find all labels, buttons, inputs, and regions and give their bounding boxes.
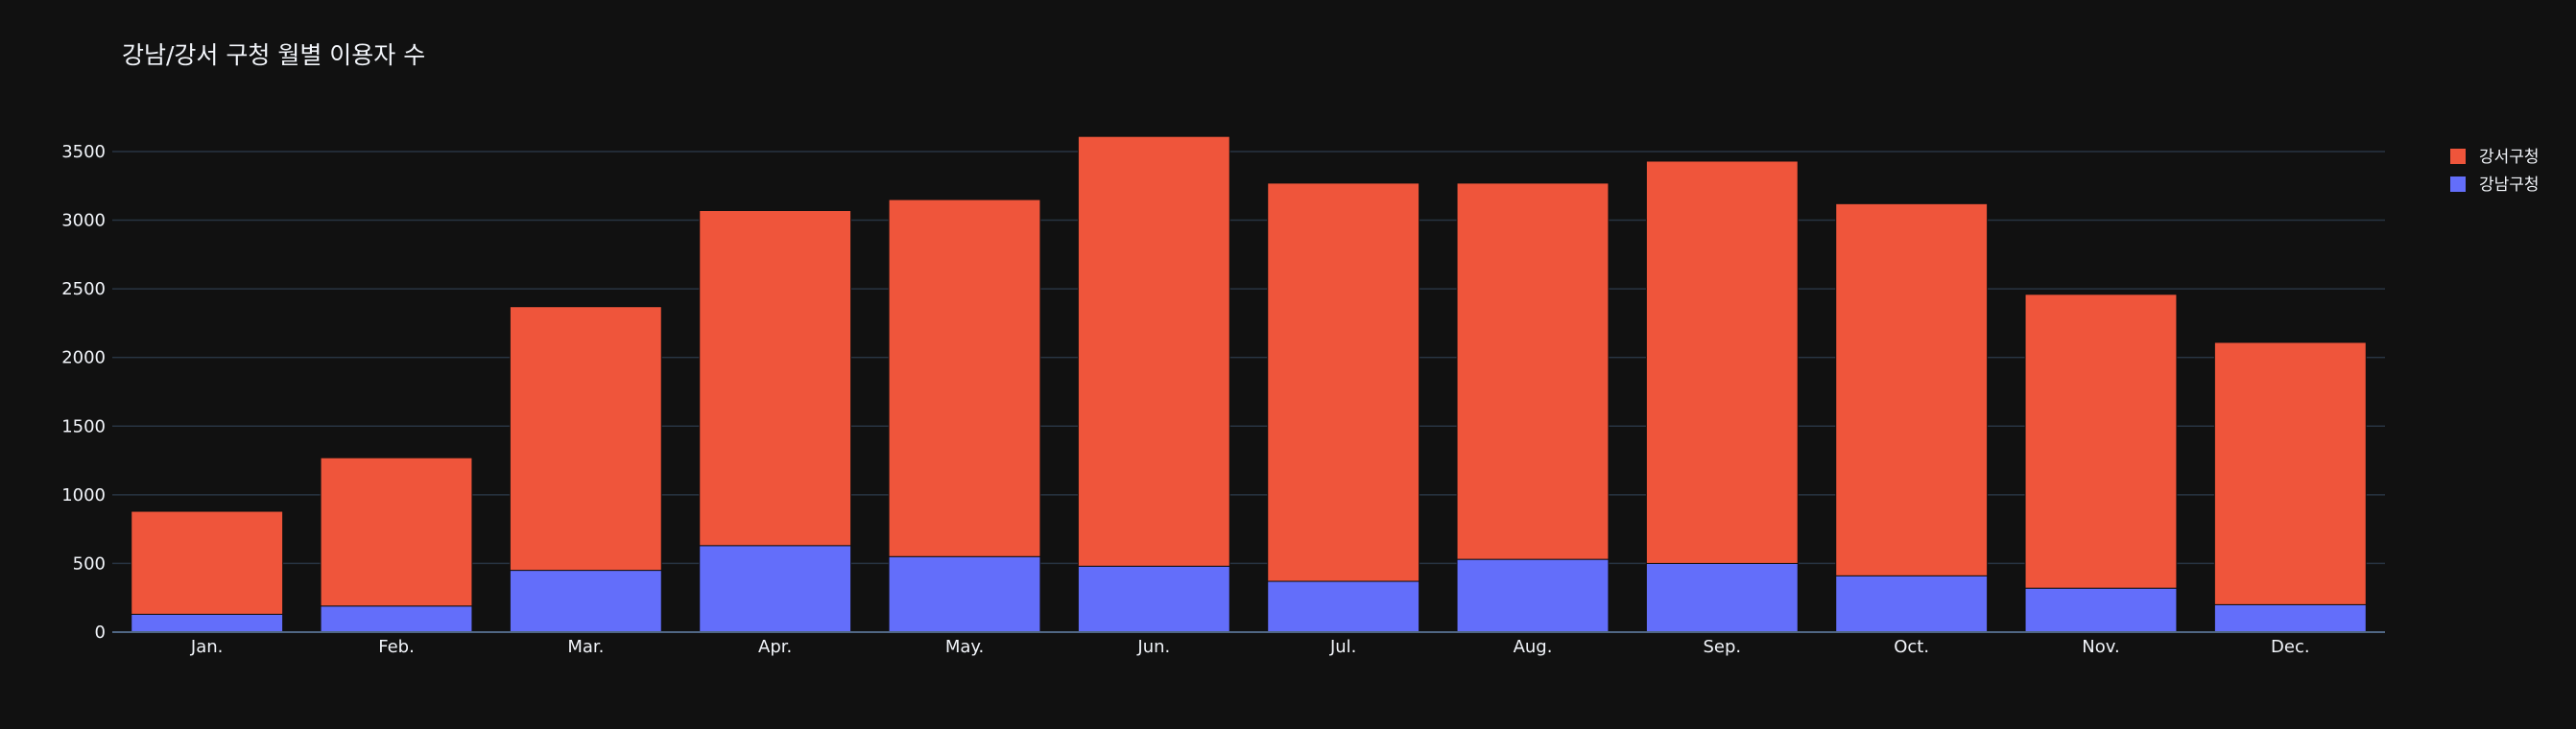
bar-gangseo[interactable] — [1267, 182, 1420, 582]
bar-gangnam[interactable] — [1835, 575, 1989, 633]
x-tick-label: Nov. — [2082, 637, 2119, 657]
y-tick-label: 1500 — [61, 416, 106, 436]
bar-gangseo[interactable] — [1077, 135, 1230, 567]
y-tick-label: 3500 — [61, 142, 106, 162]
grid-lines — [112, 151, 2385, 565]
y-tick-label: 500 — [73, 553, 106, 574]
bar-gangnam[interactable] — [2213, 603, 2367, 633]
axes: 0 500 1000 1500 2000 2500 3000 3500 Jan. Feb. Mar.… — [61, 142, 2385, 657]
bar-gangseo[interactable] — [1456, 182, 1610, 560]
y-tick-label: 3000 — [61, 211, 106, 231]
y-tick-label: 2500 — [61, 279, 106, 299]
legend-label: 강서구청 — [2479, 148, 2540, 167]
y-tick-label: 1000 — [61, 485, 106, 506]
bar-gangseo[interactable] — [2213, 341, 2367, 605]
bar-gangseo[interactable] — [509, 306, 662, 572]
x-tick-label: Dec. — [2271, 637, 2310, 657]
bar-gangseo[interactable] — [699, 210, 852, 547]
x-tick-label: May. — [945, 637, 984, 657]
bar-gangnam[interactable] — [1645, 562, 1799, 633]
bar-gangnam[interactable] — [1267, 580, 1420, 633]
legend-swatch — [2450, 176, 2466, 192]
x-tick-label: Sep. — [1704, 637, 1742, 657]
legend-swatch — [2450, 149, 2466, 164]
x-tick-label: Jun. — [1136, 637, 1170, 657]
x-tick-label: Aug. — [1514, 637, 1553, 657]
x-tick-label: Feb. — [378, 637, 415, 657]
bar-gangseo[interactable] — [131, 510, 284, 615]
legend-item[interactable]: 강남구청 — [2450, 176, 2540, 195]
bar-gangnam[interactable] — [699, 545, 852, 633]
bar-gangseo[interactable] — [320, 457, 473, 607]
bars — [131, 135, 2367, 633]
bar-gangseo[interactable] — [888, 199, 1041, 557]
bar-gangseo[interactable] — [1835, 202, 1989, 576]
bar-gangnam[interactable] — [1456, 558, 1610, 633]
bar-gangnam[interactable] — [2024, 587, 2178, 633]
y-tick-label: 0 — [95, 623, 106, 643]
bar-gangnam[interactable] — [1077, 565, 1230, 633]
bar-gangnam[interactable] — [509, 570, 662, 633]
chart-title: 강남/강서 구청 월별 이용자 수 — [122, 41, 425, 69]
x-tick-label: Jan. — [190, 637, 223, 657]
x-tick-label: Oct. — [1894, 637, 1929, 657]
y-tick-label: 2000 — [61, 348, 106, 368]
x-tick-label: Apr. — [758, 637, 792, 657]
bar-gangseo[interactable] — [1645, 160, 1799, 564]
bar-gangnam[interactable] — [888, 555, 1041, 633]
x-tick-label: Jul. — [1329, 637, 1356, 657]
legend-item[interactable]: 강서구청 — [2450, 148, 2540, 167]
bar-gangseo[interactable] — [2024, 294, 2178, 589]
bar-gangnam[interactable] — [320, 605, 473, 633]
x-tick-label: Mar. — [567, 637, 604, 657]
bar-gangnam[interactable] — [131, 613, 284, 633]
legend-label: 강남구청 — [2479, 176, 2540, 195]
